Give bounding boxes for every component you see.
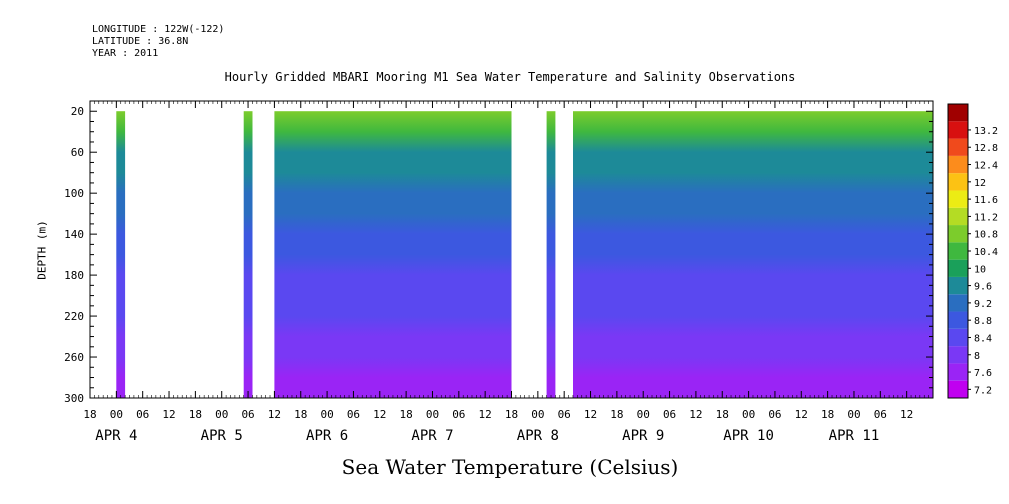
colorbar-swatch [948,138,968,156]
x-tick-label: 06 [874,408,887,421]
x-tick-label: 06 [663,408,676,421]
x-axis-label: Sea Water Temperature (Celsius) [341,455,679,479]
x-tick-label: 12 [689,408,702,421]
colorbar-label: 11.6 [974,195,998,206]
colorbar-label: 7.6 [974,368,992,379]
x-day-label: APR 6 [306,428,348,444]
colorbar-swatch [948,155,968,174]
colorbar-swatch [948,207,968,226]
x-tick-label: 18 [83,408,96,421]
x-tick-label: 06 [768,408,781,421]
colorbar-label: 12 [974,178,986,189]
x-tick-label: 18 [294,408,307,421]
colorbar-label: 9.6 [974,282,992,293]
colorbar-swatch [948,121,968,139]
x-tick-label: 00 [110,408,123,421]
x-tick-label: 18 [610,408,623,421]
colorbar-swatch [948,173,968,191]
x-tick-label: 06 [452,408,465,421]
x-tick-label: 06 [347,408,360,421]
x-tick-label: 06 [136,408,149,421]
colorbar-swatch [948,276,968,295]
colorbar-swatch [948,104,968,122]
axes: 18 00 06 12 18 00 06 12 18 00 06 12 18 00 06 12 18 00 06 12… [64,100,934,444]
x-tick-label: 06 [558,408,571,421]
x-tick-label: 12 [373,408,386,421]
colorbar-swatch [948,346,968,364]
data-segment [116,111,126,398]
colorbar-label: 12.8 [974,143,998,154]
x-day-label: APR 10 [723,428,774,444]
chart-title: Hourly Gridded MBARI Mooring M1 Sea Wate… [224,70,796,84]
colorbar-swatch [948,294,968,312]
x-tick-label: 00 [637,408,650,421]
y-tick-label: 20 [71,105,84,118]
x-tick-label: 00 [742,408,755,421]
x-tick-label: 12 [162,408,175,421]
x-tick-label: 12 [584,408,597,421]
longitude-label: LONGITUDE : 122W(-122) [92,24,225,35]
colorbar-label: 10.8 [974,230,998,241]
year-label: YEAR : 2011 [92,48,159,59]
y-tick-label: 260 [64,351,84,364]
x-tick-label: 12 [268,408,281,421]
latitude-label: LATITUDE : 36.8N [92,36,189,47]
colorbar-label: 10 [974,264,986,275]
x-tick-label: 00 [531,408,544,421]
colorbar-label: 8.8 [974,316,992,327]
colorbar-swatch [948,190,968,208]
colorbar-swatch [948,225,968,243]
colorbar-label: 7.2 [974,385,992,396]
colorbar-label: 9.2 [974,299,992,310]
x-tick-label: 12 [479,408,492,421]
colorbar-swatch [948,380,968,398]
x-day-label: APR 7 [411,428,453,444]
colorbar-swatch [948,259,968,277]
x-day-label: APR 9 [622,428,664,444]
data-segment [546,111,556,398]
x-tick-label: 00 [847,408,860,421]
colorbar-swatch [948,311,968,329]
colorbar-label: 11.2 [974,212,998,223]
y-tick-label: 60 [71,146,84,159]
y-tick-label: 220 [64,310,84,323]
x-tick-label: 18 [400,408,413,421]
x-day-label: APR 5 [201,428,243,444]
x-tick-label: 18 [716,408,729,421]
y-tick-label: 100 [64,187,84,200]
colorbar-swatch [948,242,968,260]
x-tick-label: 00 [426,408,439,421]
data-segment [573,111,933,398]
x-tick-label: 12 [795,408,808,421]
y-tick-label: 180 [64,269,84,282]
x-day-label: APR 4 [95,428,137,444]
y-tick-label: 140 [64,228,84,241]
x-tick-label: 18 [821,408,834,421]
x-tick-label: 18 [189,408,202,421]
x-day-label: APR 8 [517,428,559,444]
colorbar: 7.2 7.6 8 8.4 8.8 9.2 9.6 10 10.4 10.8 11.2 11.6 12 1… [947,103,998,399]
x-tick-label: 12 [900,408,913,421]
colorbar-label: 13.2 [974,126,998,137]
plot-area [116,111,933,398]
x-tick-label: 06 [241,408,254,421]
colorbar-label: 12.4 [974,161,998,172]
data-segment [243,111,253,398]
colorbar-label: 8.4 [974,333,992,344]
x-tick-label: 00 [320,408,333,421]
colorbar-swatch [948,328,968,347]
colorbar-swatch [948,363,968,381]
colorbar-label: 8 [974,351,980,362]
x-tick-label: 18 [505,408,518,421]
x-day-label: APR 11 [829,428,880,444]
data-segment [274,111,512,398]
x-tick-label: 00 [215,408,228,421]
y-tick-label: 300 [64,392,84,405]
colorbar-label: 10.4 [974,247,998,258]
